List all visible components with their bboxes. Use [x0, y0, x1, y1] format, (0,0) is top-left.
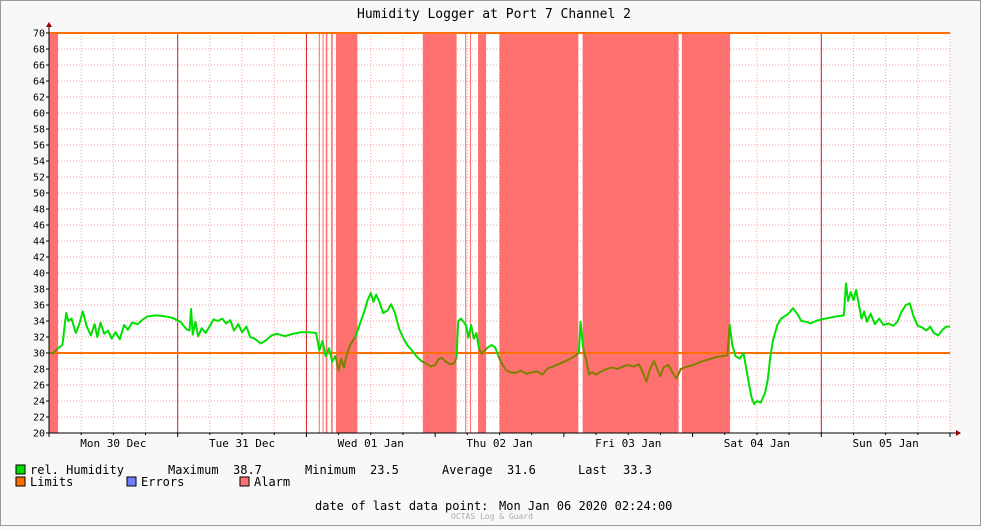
y-tick-label: 62	[33, 93, 45, 104]
y-tick-label: 50	[33, 189, 45, 200]
legend-last-label: Last	[578, 463, 607, 477]
alarm-band	[422, 33, 457, 433]
y-tick-label: 40	[33, 269, 45, 280]
x-axis-arrow	[956, 430, 961, 436]
alarm-bands	[49, 33, 731, 433]
y-tick-label: 24	[33, 397, 45, 408]
y-tick-label: 30	[33, 349, 45, 360]
limit-lines	[49, 32, 950, 354]
y-tick-label: 20	[33, 429, 45, 440]
alarm-band	[470, 33, 472, 433]
chart-title: Humidity Logger at Port 7 Channel 2	[357, 7, 631, 22]
alarm-band	[318, 33, 320, 433]
y-tick-label: 68	[33, 45, 45, 56]
legend-average-value: 31.6	[507, 463, 536, 477]
alarm-band	[49, 33, 59, 433]
legend-maximum-label: Maximum	[168, 463, 219, 477]
y-tick-label: 38	[33, 285, 45, 296]
x-tick-label: Fri 03 Jan	[595, 437, 661, 450]
y-tick-label: 36	[33, 301, 45, 312]
y-tick-label: 32	[33, 333, 45, 344]
footer-date-value: Mon Jan 06 2020 02:24:00	[499, 499, 672, 513]
legend-swatch-humidity	[15, 464, 26, 475]
y-tick-label: 46	[33, 221, 45, 232]
y-tick-label: 64	[33, 77, 45, 88]
humidity-line-segment	[582, 324, 731, 383]
humidity-line-segment	[334, 336, 357, 372]
alarm-band	[465, 33, 467, 433]
y-tick-label: 44	[33, 237, 45, 248]
x-tick-label: Thu 02 Jan	[466, 437, 532, 450]
humidity-line-segment	[420, 356, 458, 368]
x-tick-label: Mon 30 Dec	[80, 437, 146, 450]
alarm-band	[325, 33, 328, 433]
alarm-band	[322, 33, 324, 433]
x-tick-labels: Mon 30 Dec Tue 31 Dec Wed 01 Jan Thu 02 Jan…	[80, 437, 919, 450]
y-tick-label: 28	[33, 365, 45, 376]
humidity-line-segment	[577, 320, 585, 354]
y-tick-label: 42	[33, 253, 45, 264]
legend-swatch-limits	[15, 476, 26, 487]
alarm-band	[331, 33, 333, 433]
footer-date-label: date of last data point:	[315, 499, 488, 513]
footer-credit: OCTAS Log & Guard	[451, 512, 533, 521]
y-axis-arrow	[46, 22, 52, 27]
y-tick-label: 22	[33, 413, 45, 424]
legend-swatch-errors	[126, 476, 137, 487]
legend-maximum-value: 38.7	[233, 463, 262, 477]
y-tick-label: 66	[33, 61, 45, 72]
y-tick-label: 54	[33, 157, 45, 168]
humidity-line-segment	[56, 308, 337, 363]
alarm-band	[478, 33, 487, 433]
y-tick-label: 56	[33, 141, 45, 152]
legend-average-label: Average	[442, 463, 493, 477]
x-tick-label: Sat 04 Jan	[724, 437, 790, 450]
y-tick-label: 58	[33, 125, 45, 136]
humidity-line-segment	[497, 352, 580, 376]
y-tick-label: 26	[33, 381, 45, 392]
legend-minimum-value: 23.5	[370, 463, 399, 477]
alarm-band	[681, 33, 731, 433]
y-tick-label: 60	[33, 109, 45, 120]
legend-swatch-alarm	[239, 476, 250, 487]
humidity-line-segment	[354, 292, 422, 362]
legend-alarm-label: Alarm	[254, 475, 290, 489]
legend-limits-label: Limits	[30, 475, 73, 489]
humidity-line-segment	[455, 317, 481, 358]
humidity-line-segment	[478, 346, 489, 355]
legend: rel. Humidity Maximum 38.7 Minimum 23.5 …	[15, 463, 652, 489]
y-tick-label: 70	[33, 29, 45, 40]
legend-humidity-label: rel. Humidity	[30, 463, 124, 477]
y-tick-label: 48	[33, 205, 45, 216]
alarm-band	[335, 33, 358, 433]
y-tick-labels: 20 22 24 26 28 30 32 34 36 38 40 42 44 46 48 50 52 54 56 58…	[33, 29, 45, 440]
legend-minimum-label: Minimum	[305, 463, 356, 477]
x-tick-label: Sun 05 Jan	[853, 437, 919, 450]
y-tick-label: 52	[33, 173, 45, 184]
x-tick-label: Tue 31 Dec	[209, 437, 275, 450]
humidity-series	[49, 282, 950, 406]
humidity-line-segment	[487, 344, 500, 357]
humidity-line-segment	[728, 282, 950, 406]
y-tick-label: 34	[33, 317, 45, 328]
humidity-line-segment	[49, 348, 58, 354]
axes	[46, 22, 961, 437]
legend-last-value: 33.3	[623, 463, 652, 477]
legend-errors-label: Errors	[141, 475, 184, 489]
x-tick-label: Wed 01 Jan	[338, 437, 404, 450]
alarm-band	[499, 33, 579, 433]
